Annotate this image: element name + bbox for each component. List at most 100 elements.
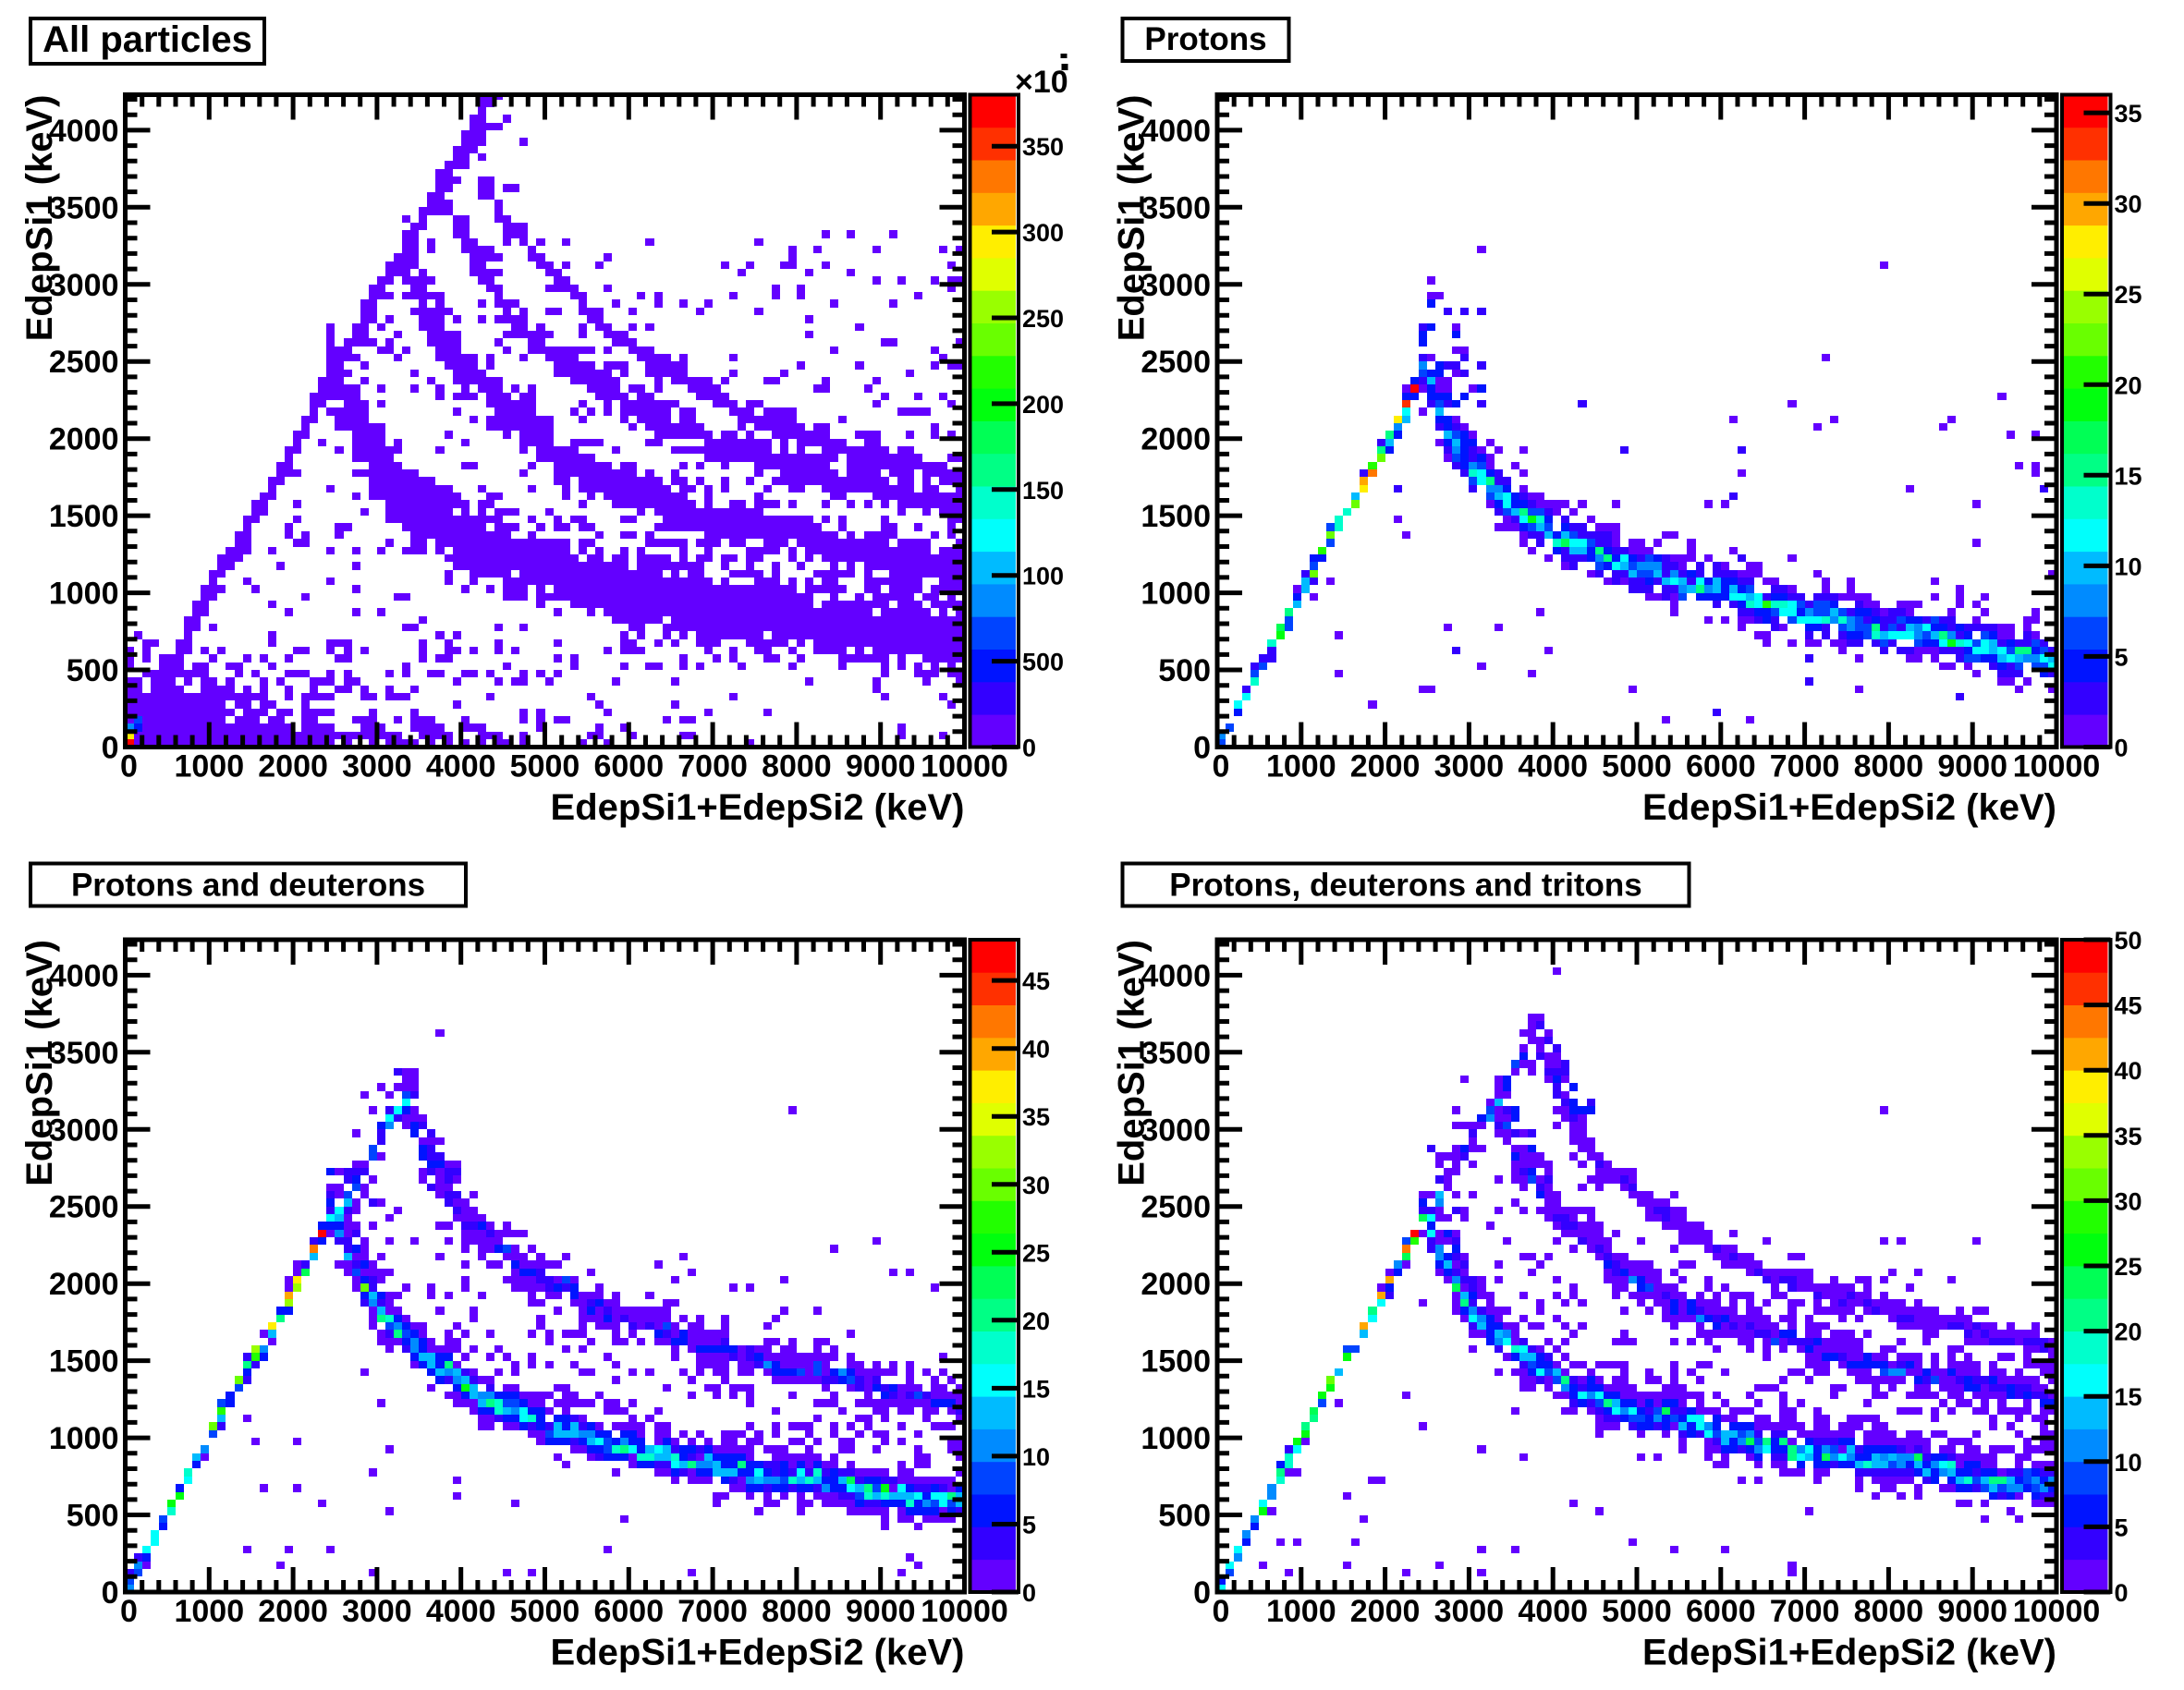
svg-text:200: 200 (1022, 391, 1064, 419)
svg-text:3500: 3500 (49, 1036, 119, 1071)
svg-text:25: 25 (2115, 1253, 2142, 1281)
svg-text:30: 30 (2115, 1187, 2142, 1215)
svg-text:Protons, deuterons and tritons: Protons, deuterons and tritons (1169, 868, 1641, 904)
svg-text:7000: 7000 (1770, 1594, 1840, 1629)
svg-text:Protons: Protons (1144, 21, 1266, 57)
svg-text:2000: 2000 (1350, 749, 1421, 784)
svg-text:1500: 1500 (1141, 1344, 1211, 1380)
svg-text:15: 15 (2115, 1383, 2142, 1411)
svg-text:3500: 3500 (49, 190, 119, 225)
svg-text:500: 500 (1158, 653, 1211, 688)
svg-text:1000: 1000 (1141, 577, 1211, 612)
svg-text:EdepSi1 (keV): EdepSi1 (keV) (1112, 95, 1153, 342)
svg-text:7000: 7000 (677, 1594, 748, 1629)
svg-text:40: 40 (2115, 1057, 2142, 1085)
svg-text:10000: 10000 (2013, 1594, 2101, 1629)
svg-text:4000: 4000 (426, 749, 496, 784)
svg-text:8000: 8000 (1854, 1594, 1924, 1629)
svg-text:10: 10 (1022, 1443, 1050, 1471)
svg-text:2500: 2500 (49, 345, 119, 380)
svg-text:20: 20 (1022, 1307, 1050, 1335)
svg-text:8000: 8000 (762, 749, 832, 784)
svg-text:5: 5 (2115, 1514, 2129, 1541)
svg-text:500: 500 (67, 1499, 119, 1534)
svg-text:35: 35 (1022, 1103, 1050, 1131)
svg-text:0: 0 (1213, 1594, 1230, 1629)
svg-text:20: 20 (2115, 1319, 2142, 1346)
svg-text:3500: 3500 (1141, 1036, 1211, 1071)
svg-text:1500: 1500 (49, 499, 119, 534)
svg-text:1000: 1000 (1266, 1594, 1336, 1629)
svg-text:30: 30 (1022, 1172, 1050, 1199)
svg-text:10000: 10000 (921, 749, 1008, 784)
svg-text:9000: 9000 (1937, 749, 2007, 784)
svg-text:10: 10 (2115, 1449, 2142, 1477)
svg-text:1000: 1000 (1141, 1421, 1211, 1456)
svg-text:0: 0 (1193, 731, 1211, 766)
svg-text:1000: 1000 (1266, 749, 1336, 784)
svg-text:Protons and deuterons: Protons and deuterons (71, 868, 425, 904)
svg-text:7000: 7000 (1770, 749, 1840, 784)
svg-text:5: 5 (1022, 1512, 1036, 1539)
svg-text:3000: 3000 (1434, 749, 1505, 784)
svg-text:6000: 6000 (593, 1594, 664, 1629)
svg-text:EdepSi1 (keV): EdepSi1 (keV) (19, 940, 60, 1186)
svg-text:1500: 1500 (49, 1344, 119, 1380)
svg-text:0: 0 (1193, 1575, 1211, 1611)
svg-text:EdepSi1 (keV): EdepSi1 (keV) (1112, 940, 1153, 1186)
svg-text:300: 300 (1022, 219, 1064, 247)
svg-text:EdepSi1+EdepSi2 (keV): EdepSi1+EdepSi2 (keV) (551, 787, 965, 828)
svg-text:4000: 4000 (1518, 749, 1588, 784)
svg-text:4000: 4000 (1141, 114, 1211, 149)
svg-text:10000: 10000 (2013, 749, 2101, 784)
svg-text:1000: 1000 (49, 577, 119, 612)
svg-text:3000: 3000 (1141, 1112, 1211, 1148)
svg-text:EdepSi1+EdepSi2 (keV): EdepSi1+EdepSi2 (keV) (1642, 787, 2056, 828)
svg-text:2000: 2000 (1141, 422, 1211, 457)
svg-text:4000: 4000 (1518, 1594, 1588, 1629)
svg-text:40: 40 (1022, 1036, 1050, 1064)
svg-text:25: 25 (1022, 1239, 1050, 1267)
svg-text:1500: 1500 (1141, 499, 1211, 534)
svg-text:0: 0 (2115, 1579, 2129, 1607)
svg-text:7000: 7000 (677, 749, 748, 784)
svg-text:0: 0 (1022, 1579, 1036, 1607)
svg-text:350: 350 (1022, 133, 1064, 161)
svg-text:5000: 5000 (510, 1594, 580, 1629)
svg-text:50: 50 (2115, 927, 2142, 954)
svg-text:8000: 8000 (762, 1594, 832, 1629)
svg-text:9000: 9000 (846, 749, 916, 784)
svg-text:10000: 10000 (921, 1594, 1008, 1629)
svg-text:2000: 2000 (258, 1594, 328, 1629)
svg-text:5000: 5000 (1602, 749, 1672, 784)
svg-text:15: 15 (1022, 1375, 1050, 1403)
svg-text:35: 35 (2115, 100, 2142, 128)
svg-text:0: 0 (2115, 735, 2129, 762)
svg-text:3000: 3000 (342, 1594, 412, 1629)
svg-text:×10: ×10 (1015, 65, 1068, 100)
svg-text:4000: 4000 (49, 958, 119, 993)
svg-text:6000: 6000 (1686, 749, 1756, 784)
svg-text:20: 20 (2115, 371, 2142, 399)
svg-text:5: 5 (2115, 643, 2129, 671)
svg-text:3000: 3000 (1434, 1594, 1505, 1629)
svg-text:3000: 3000 (49, 1112, 119, 1148)
svg-text:2000: 2000 (49, 1267, 119, 1302)
svg-text:500: 500 (1158, 1499, 1211, 1534)
svg-text:6000: 6000 (593, 749, 664, 784)
svg-text:25: 25 (2115, 281, 2142, 309)
svg-text:250: 250 (1022, 305, 1064, 333)
svg-text:0: 0 (120, 749, 138, 784)
svg-text:35: 35 (2115, 1123, 2142, 1150)
svg-text:15: 15 (2115, 462, 2142, 490)
svg-text:9000: 9000 (846, 1594, 916, 1629)
svg-text:EdepSi1+EdepSi2 (keV): EdepSi1+EdepSi2 (keV) (551, 1633, 965, 1673)
svg-text:1000: 1000 (49, 1421, 119, 1456)
svg-text:150: 150 (1022, 477, 1064, 505)
svg-text:2000: 2000 (1350, 1594, 1421, 1629)
svg-text:EdepSi1+EdepSi2 (keV): EdepSi1+EdepSi2 (keV) (1642, 1633, 2056, 1673)
svg-text:4000: 4000 (1141, 958, 1211, 993)
svg-text:3000: 3000 (342, 749, 412, 784)
svg-text:1000: 1000 (174, 749, 244, 784)
svg-text:9000: 9000 (1937, 1594, 2007, 1629)
